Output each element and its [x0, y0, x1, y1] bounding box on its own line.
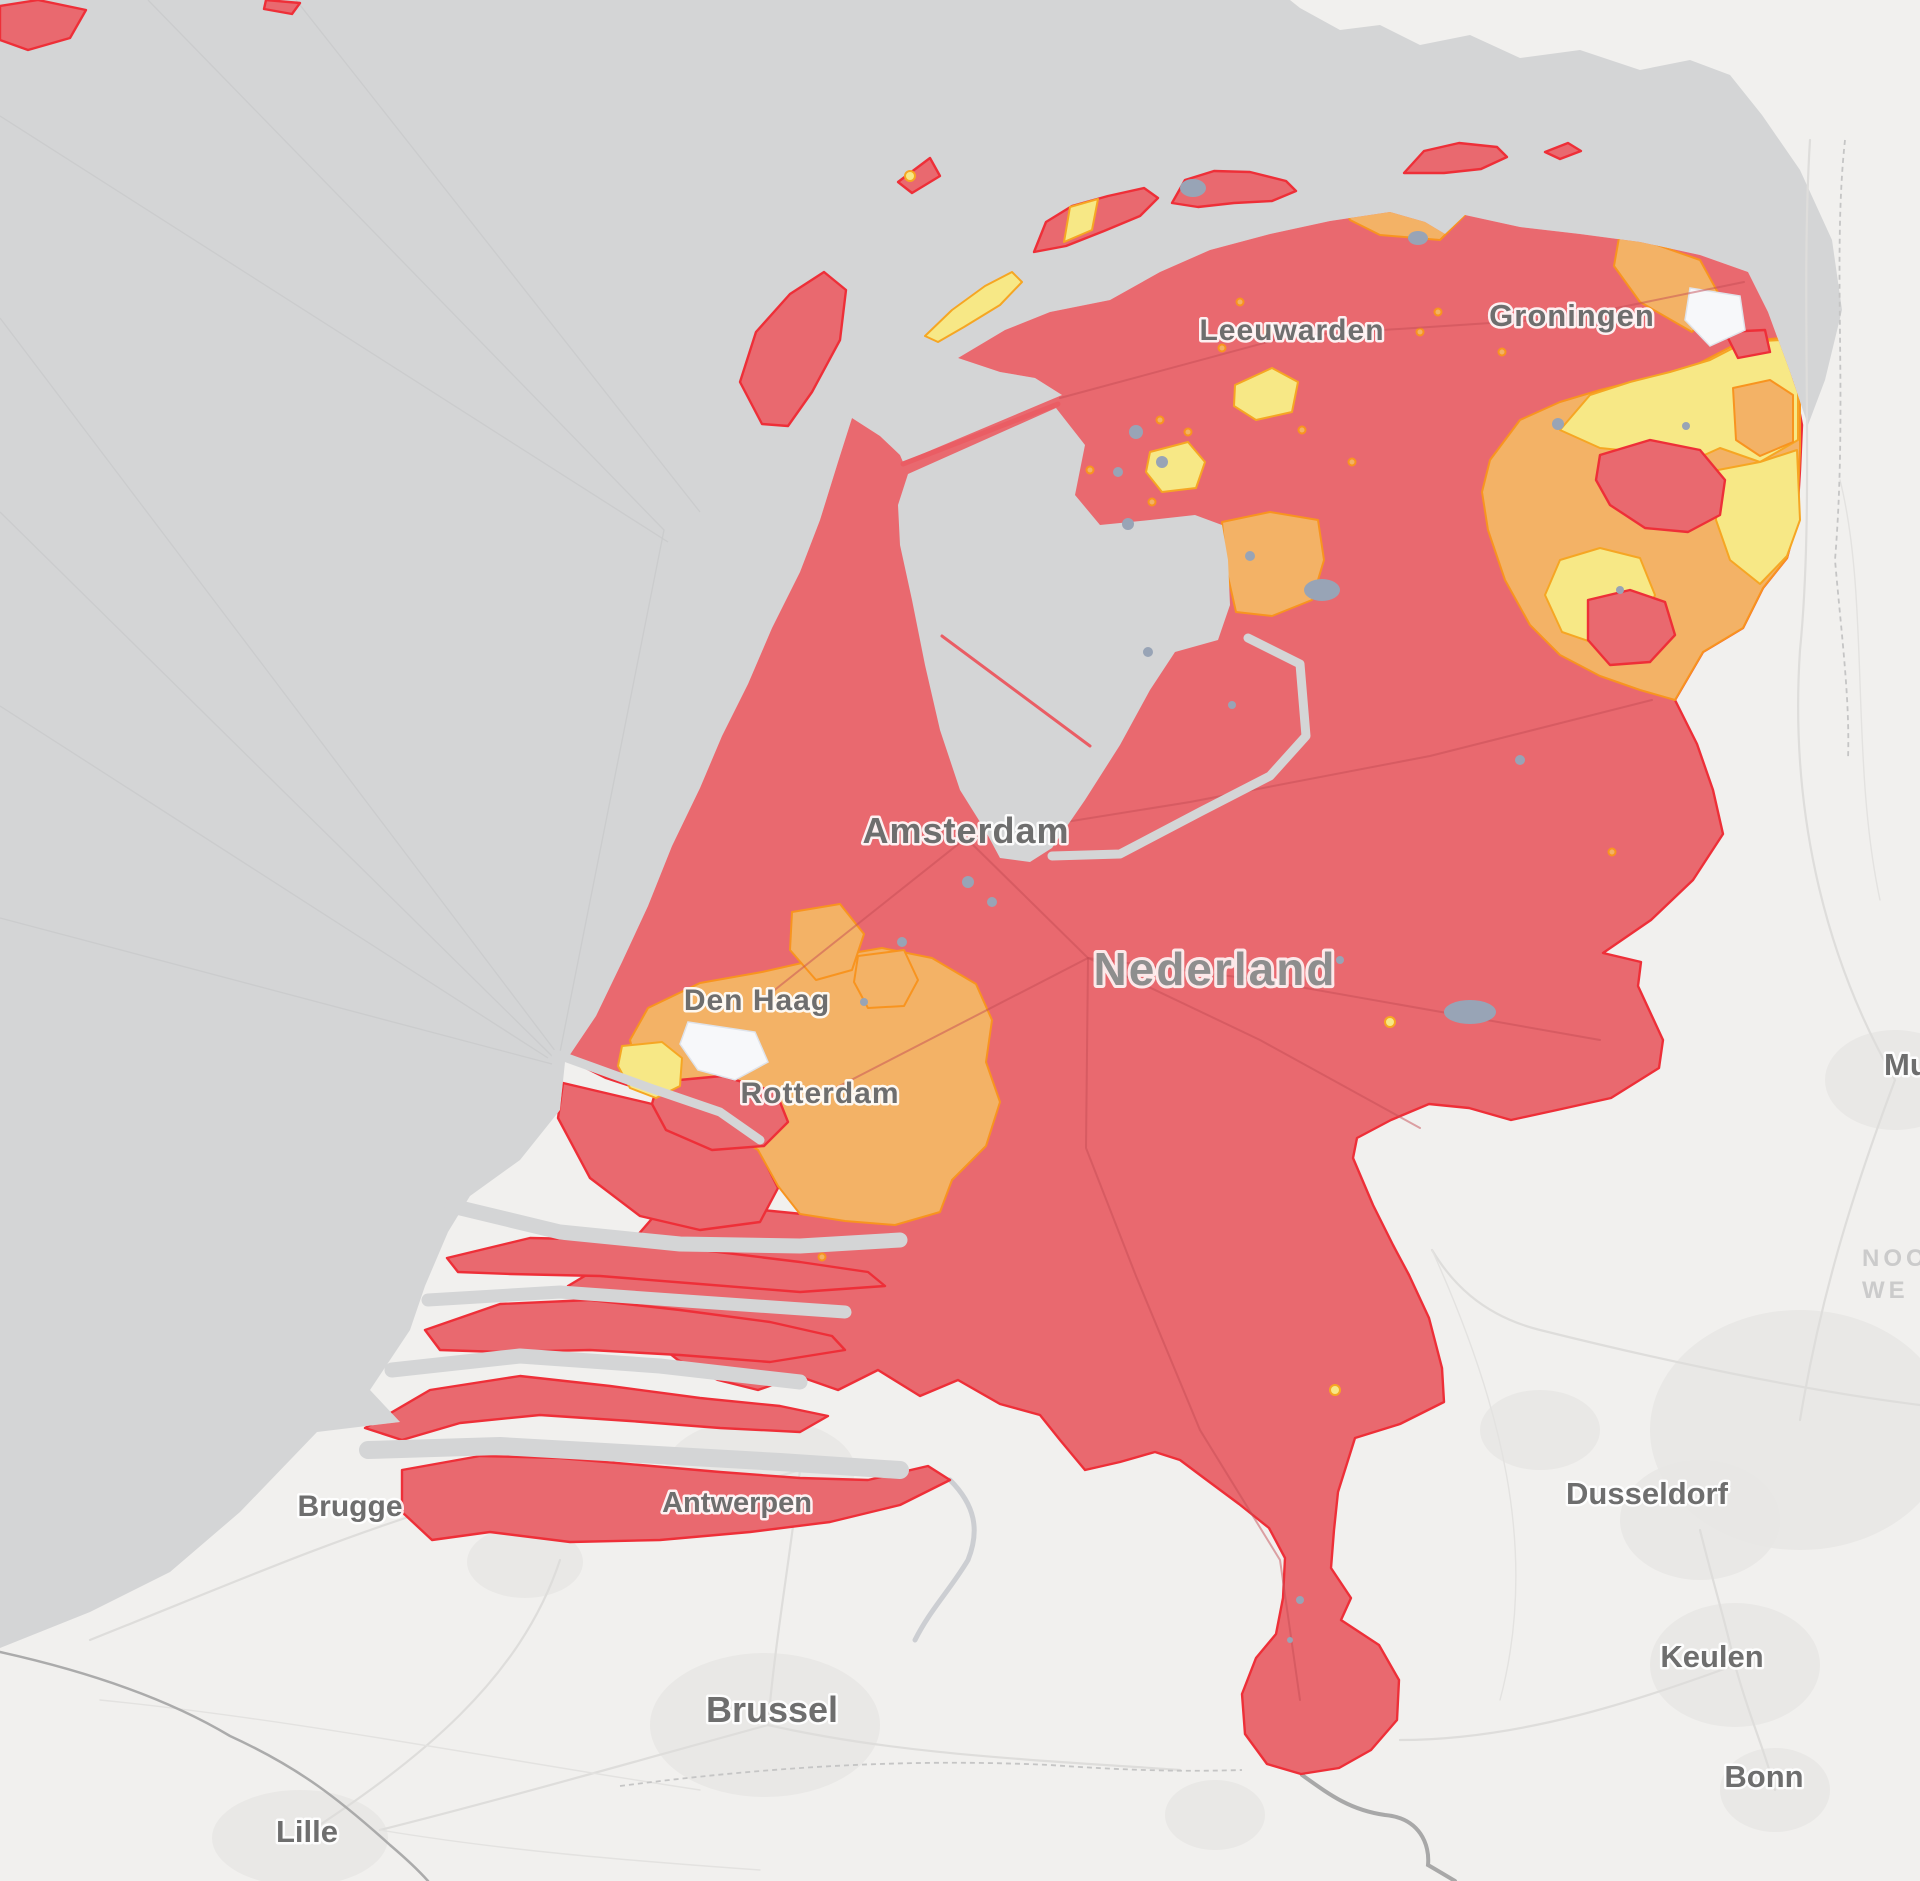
walcheren-region — [363, 1374, 830, 1442]
label-region-cutoff-line1: NOO — [1862, 1245, 1920, 1272]
orange-patch-denhaag-1 — [789, 903, 865, 981]
orange-patch-denhaag-2 — [853, 949, 919, 1009]
randmeren-channel — [1047, 633, 1311, 861]
afsluitdijk — [900, 401, 1061, 467]
schelde-river — [912, 1477, 977, 1643]
island-vlieland — [924, 271, 1023, 343]
label-region-cutoff-line2: WE — [1862, 1277, 1909, 1304]
red-inclusion-groningen-2 — [1586, 588, 1677, 667]
yellow-friesland-1 — [1233, 367, 1299, 421]
island-griend-yellow — [904, 170, 916, 182]
wadden-islands — [0, 0, 1583, 428]
label-keulen: Keulen — [1660, 1639, 1763, 1674]
island-rottum — [1543, 141, 1583, 161]
label-amsterdam: Amsterdam — [862, 810, 1069, 851]
label-brugge: Brugge — [298, 1490, 403, 1523]
island-texel — [738, 270, 848, 428]
island-sliver — [262, 0, 302, 16]
map-labels: Leeuwarden Groningen Amsterdam Den Haag … — [273, 296, 1920, 1852]
red-inclusion-groningen-1 — [1594, 438, 1727, 534]
red-inclusion-groningen-3 — [1723, 328, 1772, 360]
island-ameland — [1170, 169, 1298, 209]
label-dusseldorf: Dusseldorf — [1566, 1476, 1729, 1511]
shipping-lanes — [0, 0, 701, 1065]
houtribdijk — [940, 634, 1092, 748]
lakes — [860, 231, 1690, 1643]
label-munster-cutoff: Mu — [1884, 1047, 1920, 1082]
maas-river — [1300, 1773, 1457, 1881]
label-bonn: Bonn — [1724, 1759, 1803, 1794]
ijsselmeer — [898, 408, 1230, 862]
island-schiermonnikoog — [1402, 141, 1509, 175]
island-ameland-water — [1180, 179, 1206, 197]
label-antwerpen: Antwerpen — [662, 1487, 812, 1519]
country-borders — [0, 139, 1850, 1881]
label-leeuwarden: Leeuwarden — [1199, 314, 1384, 347]
nodata-westland — [679, 1021, 769, 1081]
orange-ne-corner-strip — [1732, 379, 1794, 457]
label-rotterdam: Rotterdam — [740, 1077, 899, 1110]
zeeland-channels — [359, 1049, 909, 1479]
label-den-haag: Den Haag — [684, 984, 830, 1017]
island-terschelling-yellow — [1063, 198, 1099, 243]
zeeuws-vlaanderen-region — [400, 1454, 952, 1544]
label-nederland: Nederland — [1094, 943, 1337, 995]
orange-noordoostpolder — [1221, 511, 1325, 617]
label-lille: Lille — [276, 1814, 338, 1849]
yellow-friesland-2 — [1145, 441, 1206, 493]
motorways-under-overlay — [756, 281, 1745, 1701]
nodata-delfzijl — [1684, 287, 1746, 347]
island-corner — [0, 0, 88, 52]
yellow-groningen-east — [1715, 449, 1801, 585]
netherlands-choropleth — [363, 159, 1804, 1776]
label-groningen: Groningen — [1489, 298, 1655, 333]
label-brussel: Brussel — [706, 1689, 838, 1730]
inland-water — [359, 231, 1690, 1643]
island-griend — [896, 156, 942, 195]
